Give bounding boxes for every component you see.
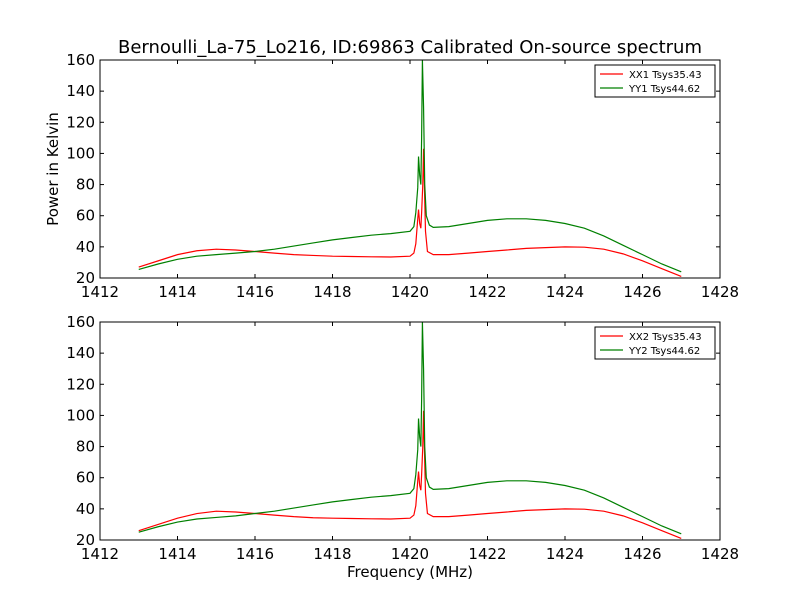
y-axis-label: Power in Kelvin xyxy=(44,112,62,226)
y-tick-label: 40 xyxy=(76,238,95,256)
x-tick-label: 1422 xyxy=(468,283,506,301)
x-tick-label: 1418 xyxy=(313,545,351,563)
x-tick-label: 1424 xyxy=(546,283,584,301)
legend-label: XX1 Tsys35.43 xyxy=(629,70,702,81)
y-tick-label: 100 xyxy=(66,406,95,424)
y-tick-label: 140 xyxy=(66,344,95,362)
x-tick-label: 1412 xyxy=(81,545,119,563)
x-tick-label: 1412 xyxy=(81,283,119,301)
top-spectrum-panel: 1412 1414 1416 1418 1420 1422 1424 1426 1428 20 40… xyxy=(66,51,739,301)
x-tick-label: 1420 xyxy=(391,545,429,563)
x-tick-label: 1416 xyxy=(236,283,274,301)
x-tick-label: 1418 xyxy=(313,283,351,301)
y-tick-label: 80 xyxy=(76,176,95,194)
y-tick-label: 60 xyxy=(76,207,95,225)
x-tick-label: 1426 xyxy=(623,545,661,563)
series-line-xx1 xyxy=(138,148,682,277)
y-tick-label: 80 xyxy=(76,438,95,456)
series-line-yy1 xyxy=(138,60,682,273)
y-tick-label: 60 xyxy=(76,469,95,487)
x-tick-label: 1414 xyxy=(158,545,196,563)
legend-label: YY2 Tsys44.62 xyxy=(628,346,700,357)
y-tick-label: 120 xyxy=(66,375,95,393)
series-line-xx2 xyxy=(138,410,682,539)
y-tick-label: 100 xyxy=(66,144,95,162)
legend: XX2 Tsys35.43 YY2 Tsys44.62 xyxy=(594,326,716,360)
x-tick-label: 1428 xyxy=(701,545,739,563)
x-tick-label: 1416 xyxy=(236,545,274,563)
x-tick-label: 1426 xyxy=(623,283,661,301)
bottom-spectrum-panel: 1412 1414 1416 1418 1420 1422 1424 1426 1428 20 40… xyxy=(66,313,739,563)
y-tick-label: 160 xyxy=(66,51,95,69)
y-tick-label: 40 xyxy=(76,500,95,518)
x-axis-label: Frequency (MHz) xyxy=(347,563,473,581)
x-tick-label: 1428 xyxy=(701,283,739,301)
series-line-yy2 xyxy=(138,322,682,535)
y-tick-label: 120 xyxy=(66,113,95,131)
y-tick-label: 20 xyxy=(76,269,95,287)
x-tick-label: 1424 xyxy=(546,545,584,563)
legend-label: YY1 Tsys44.62 xyxy=(628,84,700,95)
legend-box xyxy=(594,64,716,98)
y-tick-label: 20 xyxy=(76,531,95,549)
x-tick-label: 1414 xyxy=(158,283,196,301)
x-tick-label: 1420 xyxy=(391,283,429,301)
legend: XX1 Tsys35.43 YY1 Tsys44.62 xyxy=(594,64,716,98)
y-tick-label: 140 xyxy=(66,82,95,100)
legend-label: XX2 Tsys35.43 xyxy=(629,332,702,343)
legend-box xyxy=(594,326,716,360)
y-tick-label: 160 xyxy=(66,313,95,331)
x-tick-label: 1422 xyxy=(468,545,506,563)
figure-title: Bernoulli_La-75_Lo216, ID:69863 Calibrat… xyxy=(118,37,702,58)
